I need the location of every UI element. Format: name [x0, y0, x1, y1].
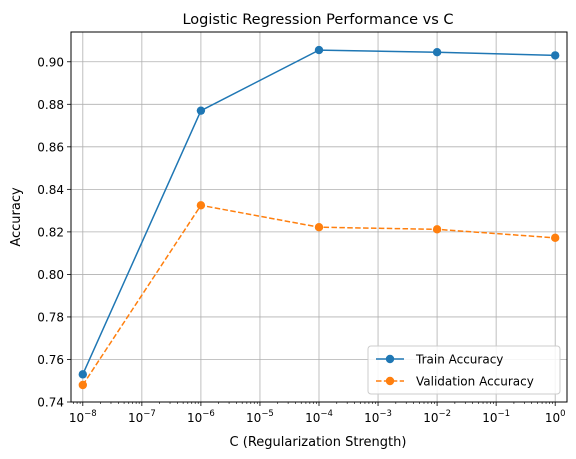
- y-tick-label: 0.80: [37, 268, 64, 282]
- legend: Train Accuracy Validation Accuracy: [367, 345, 561, 395]
- legend-label: Train Accuracy: [415, 353, 503, 367]
- x-tick-label: 10−4: [305, 409, 333, 425]
- y-axis-label: Accuracy: [9, 187, 24, 247]
- y-tick-label: 0.76: [37, 353, 64, 367]
- data-point: [78, 370, 88, 379]
- y-tick-label: 0.86: [37, 140, 64, 154]
- data-point: [550, 51, 560, 60]
- data-point: [196, 201, 206, 210]
- legend-box: [367, 345, 561, 395]
- y-tick-label: 0.90: [37, 55, 64, 69]
- x-tick-label: 10−3: [364, 409, 392, 425]
- data-point: [78, 380, 88, 390]
- data-point: [314, 45, 324, 55]
- legend-swatch-marker: [385, 354, 395, 364]
- legend-swatch-marker: [385, 376, 395, 386]
- y-tick-label: 0.78: [37, 310, 64, 324]
- x-tick-label: 10−5: [246, 409, 274, 425]
- legend-label: Validation Accuracy: [416, 375, 534, 389]
- x-tick-label: 10−2: [423, 409, 451, 425]
- x-tick-label: 10−7: [128, 409, 156, 425]
- x-axis-label: C (Regularization Strength): [230, 435, 407, 450]
- data-point: [550, 233, 560, 243]
- chart-title: Logistic Regression Performance vs C: [182, 12, 453, 28]
- x-tick-label: 10−6: [187, 409, 215, 425]
- y-axis-ticks: 0.74 0.76 0.78 0.80 0.82 0.84 0.86 0.88 0.90: [37, 55, 71, 410]
- x-tick-label: 10−8: [69, 409, 97, 425]
- y-tick-label: 0.88: [37, 98, 64, 112]
- data-point: [314, 223, 324, 232]
- data-point: [196, 106, 206, 115]
- y-tick-label: 0.84: [37, 183, 64, 197]
- y-tick-label: 0.74: [37, 396, 64, 410]
- x-tick-label: 100: [545, 409, 566, 425]
- series-lines: [78, 45, 560, 390]
- grid-lines: [71, 32, 567, 403]
- data-point: [432, 225, 442, 234]
- y-tick-label: 0.82: [37, 225, 64, 239]
- x-axis-ticks: 10−8 10−7 10−6 10−5 10−4 10−3 10−2 10−1 100: [69, 402, 566, 425]
- data-point: [432, 48, 442, 57]
- x-tick-label: 10−1: [482, 409, 510, 425]
